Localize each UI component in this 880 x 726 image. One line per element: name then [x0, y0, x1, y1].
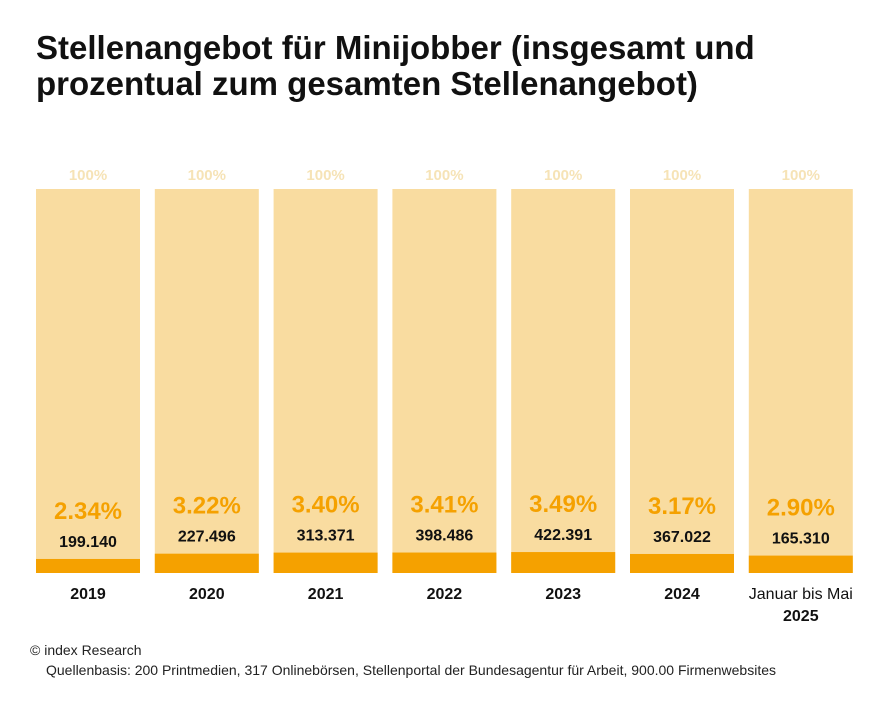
- x-tick-label: 2019: [70, 586, 106, 603]
- absolute-label: 422.391: [534, 527, 592, 544]
- x-tick-label: 2021: [308, 586, 344, 603]
- total-bar: [36, 189, 140, 573]
- x-tick-label: 2020: [189, 586, 225, 603]
- total-label: 100%: [188, 167, 226, 184]
- chart-title: Stellenangebot für Minijobber (insgesamt…: [36, 29, 755, 102]
- total-bar: [154, 189, 259, 573]
- absolute-label: 199.140: [59, 534, 117, 551]
- share-bar: [154, 553, 259, 573]
- total-label: 100%: [306, 167, 344, 184]
- total-label: 100%: [663, 167, 701, 184]
- total-label: 100%: [69, 167, 107, 184]
- absolute-label: 165.310: [772, 531, 830, 548]
- x-tick-label: Januar bis Mai: [749, 586, 853, 603]
- total-label: 100%: [782, 167, 820, 184]
- absolute-label: 398.486: [415, 528, 473, 545]
- share-label: 3.40%: [292, 492, 360, 519]
- share-bar: [392, 552, 497, 573]
- share-label: 3.17%: [648, 493, 716, 520]
- copyright-text: © index Research: [30, 642, 142, 658]
- x-tick-label: 2025: [783, 608, 819, 625]
- x-tick-label: 2022: [427, 586, 463, 603]
- share-bar: [273, 552, 378, 573]
- share-label: 3.22%: [173, 493, 241, 520]
- share-label: 3.41%: [410, 492, 478, 519]
- share-bar: [511, 552, 616, 573]
- share-bar: [748, 555, 853, 573]
- absolute-label: 367.022: [653, 529, 711, 546]
- x-tick-label: 2024: [664, 586, 700, 603]
- total-label: 100%: [425, 167, 463, 184]
- share-bar: [630, 553, 734, 573]
- share-label: 2.34%: [54, 498, 122, 525]
- absolute-label: 227.496: [178, 529, 236, 546]
- total-bar: [748, 189, 853, 573]
- share-bar: [36, 558, 140, 573]
- total-label: 100%: [544, 167, 582, 184]
- x-tick-label: 2023: [545, 586, 581, 603]
- share-label: 2.90%: [767, 495, 835, 522]
- total-bar: [511, 189, 616, 573]
- bar-chart: 100% 2.34% 199.140 2019 100% 3.22% 227.496 2020…: [36, 167, 853, 625]
- total-bar: [630, 189, 734, 573]
- share-label: 3.49%: [529, 491, 597, 518]
- source-text: Quellenbasis: 200 Printmedien, 317 Onlin…: [46, 662, 776, 678]
- total-bar: [392, 189, 497, 573]
- total-bar: [273, 189, 378, 573]
- absolute-label: 313.371: [297, 528, 355, 545]
